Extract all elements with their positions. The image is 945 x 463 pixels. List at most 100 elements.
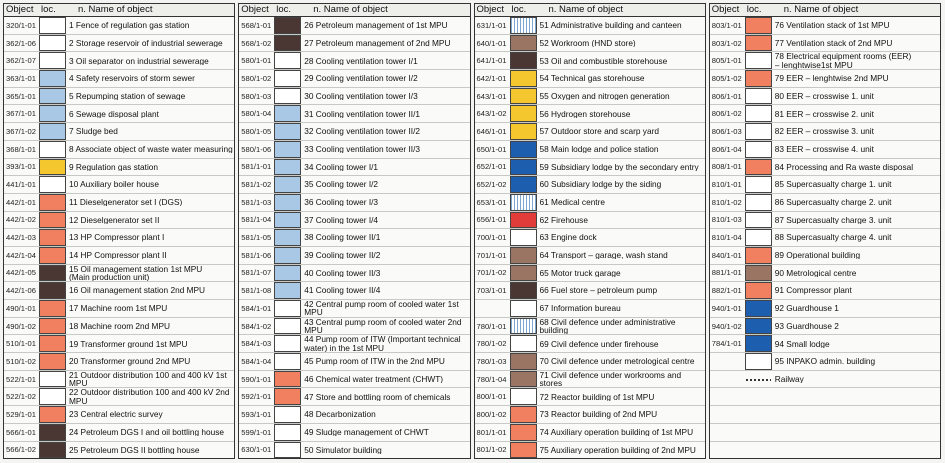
object-code: 780/1-03 <box>476 356 507 366</box>
header-name: n. Name of object <box>783 4 859 15</box>
color-swatch <box>39 193 66 211</box>
legend-row: 701/1-02 65 Motor truck garage <box>474 264 705 283</box>
object-name: 48 Decarbonization <box>304 410 376 419</box>
color-swatch <box>274 87 302 105</box>
legend-row: 510/1-02 20 Transformer ground 2nd MPU <box>4 353 235 371</box>
color-swatch <box>745 406 772 423</box>
object-name: 95 INPAKO admin. building <box>774 357 876 366</box>
object-code: 368/1-01 <box>6 144 36 154</box>
legend-row: 592/1-01 47 Store and bottling room of ch… <box>239 388 470 407</box>
object-name: 26 Petroleum management of 1st MPU <box>304 21 448 30</box>
object-name: 7 Sludge bed <box>69 127 118 136</box>
legend-row: 881/1-01 90 Metrological centre <box>709 264 940 283</box>
object-name: 31 Cooling ventilation tower II/1 <box>304 109 421 118</box>
legend-row: 643/1-01 55 Oxygen and nitrogen generatio… <box>474 87 705 106</box>
legend-row: 700/1-01 63 Engine dock <box>474 229 705 247</box>
legend-row <box>709 388 940 407</box>
object-name: 8 Associate object of waste water measur… <box>69 144 233 154</box>
color-swatch <box>744 140 772 158</box>
object-code: 522/1-02 <box>6 392 36 402</box>
color-swatch <box>274 123 302 140</box>
color-swatch <box>39 282 66 299</box>
legend-row: 806/1-04 83 EER – crosswise 4. unit <box>709 140 940 159</box>
legend-row: 581/1-03 36 Cooling tower I/3 <box>239 193 470 212</box>
object-code: 801/1-01 <box>476 427 507 437</box>
object-name: 44 Pump room of ITW (Important technical… <box>304 335 461 353</box>
legend-row: 584/1-04 45 Pump room of ITW in the 2nd M… <box>239 353 470 371</box>
color-swatch <box>509 34 537 52</box>
object-name: 87 Supercasualty charge 3. unit <box>774 215 892 225</box>
object-name: 46 Chemical water treatment (CHWT) <box>304 374 444 384</box>
object-code: 631/1-01 <box>476 20 507 30</box>
object-code: 442/1-04 <box>6 250 36 260</box>
color-swatch <box>744 282 772 299</box>
color-swatch <box>39 264 66 282</box>
object-name: 79 EER – lenghtwise 2nd MPU <box>774 74 889 83</box>
color-swatch <box>509 388 537 406</box>
legend-row <box>709 424 940 442</box>
color-swatch <box>744 335 772 353</box>
color-swatch <box>745 388 772 405</box>
object-name: 2 Storage reservoir of industrial sewera… <box>69 38 223 48</box>
legend-row: 810/1-03 87 Supercasualty charge 3. unit <box>709 211 940 230</box>
legend-row: 367/1-02 7 Sludge bed <box>4 123 235 141</box>
legend-row: 442/1-01 11 Dieselgenerator set I (DGS) <box>4 193 235 212</box>
legend-row: 642/1-01 54 Technical gas storehouse <box>474 70 705 88</box>
object-name: 35 Cooling tower I/2 <box>304 180 379 189</box>
object-code: 940/1-01 <box>711 303 742 313</box>
legend-table: Object loc. n. Name of object 320/1-01 1 Fen… <box>3 3 941 459</box>
legend-row: 580/1-01 28 Cooling ventilation tower I/1 <box>239 52 470 71</box>
object-name: 1 Fence of regulation gas station <box>69 21 190 30</box>
color-swatch <box>509 406 537 423</box>
object-code: 580/1-03 <box>241 91 272 101</box>
object-name: 93 Guardhouse 2 <box>774 321 839 331</box>
object-name: 63 Engine dock <box>539 233 597 242</box>
object-name: 25 Petroleum DGS II bottling house <box>69 445 200 455</box>
color-swatch <box>744 158 772 176</box>
color-swatch <box>39 123 66 140</box>
object-name: 37 Cooling tower I/4 <box>304 215 379 225</box>
color-swatch <box>744 123 772 140</box>
object-name: 20 Transformer ground 2nd MPU <box>69 357 191 366</box>
color-swatch <box>39 406 66 423</box>
color-swatch <box>744 87 772 105</box>
color-swatch <box>39 441 66 459</box>
object-name: 88 Supercasualty charge 4. unit <box>774 233 892 242</box>
object-code: 566/1-02 <box>6 445 36 455</box>
object-name: 19 Transformer ground 1st MPU <box>69 339 188 348</box>
color-swatch <box>39 105 66 123</box>
legend-row: 800/1-01 72 Reactor building of 1st MPU <box>474 388 705 407</box>
legend-column: Object loc. n. Name of object 568/1-01 26 Pe… <box>238 3 471 459</box>
color-swatch <box>274 335 302 353</box>
object-code: 646/1-01 <box>476 126 507 136</box>
object-name: 27 Petroleum management of 2nd MPU <box>304 38 451 48</box>
color-swatch <box>39 211 66 229</box>
object-code: 780/1-01 <box>476 321 507 331</box>
legend-column: Object loc. n. Name of object 631/1-01 51 Ad… <box>473 3 706 459</box>
object-code: 580/1-01 <box>241 56 272 66</box>
object-name: 61 Medical centre <box>539 198 606 207</box>
object-name: 86 Supercasualty charge 2. unit <box>774 198 892 207</box>
object-name: 23 Central electric survey <box>69 410 163 419</box>
legend-row: 703/1-01 66 Fuel store – petroleum pump <box>474 282 705 300</box>
legend-row: 362/1-06 2 Storage reservoir of industria… <box>4 34 235 53</box>
color-swatch <box>509 87 537 105</box>
object-name: 21 Outdoor distribution 100 and 400 kV 1… <box>69 370 227 388</box>
color-swatch <box>744 70 772 87</box>
object-code: 700/1-01 <box>476 233 507 243</box>
legend-row: 441/1-01 10 Auxiliary boiler house <box>4 176 235 194</box>
object-name: 72 Reactor building of 1st MPU <box>539 392 655 401</box>
object-name: 76 Ventilation stack of 1st MPU <box>774 21 890 30</box>
color-swatch <box>274 158 302 176</box>
object-name: 55 Oxygen and nitrogen generation <box>539 91 670 101</box>
legend-row: 810/1-01 85 Supercasualty charge 1. unit <box>709 176 940 194</box>
header-object: Object <box>476 4 504 15</box>
legend-row: 806/1-01 80 EER – crosswise 1. unit <box>709 87 940 106</box>
legend-row: 566/1-02 25 Petroleum DGS II bottling hou… <box>4 441 234 459</box>
column-header: Object loc. n. Name of object <box>709 4 940 17</box>
legend-row: 320/1-01 1 Fence of regulation gas statio… <box>4 17 235 35</box>
object-code: 806/1-01 <box>711 91 742 101</box>
object-code: 363/1-01 <box>6 73 36 83</box>
color-swatch <box>39 87 66 105</box>
object-name: 58 Main lodge and police station <box>539 144 659 154</box>
